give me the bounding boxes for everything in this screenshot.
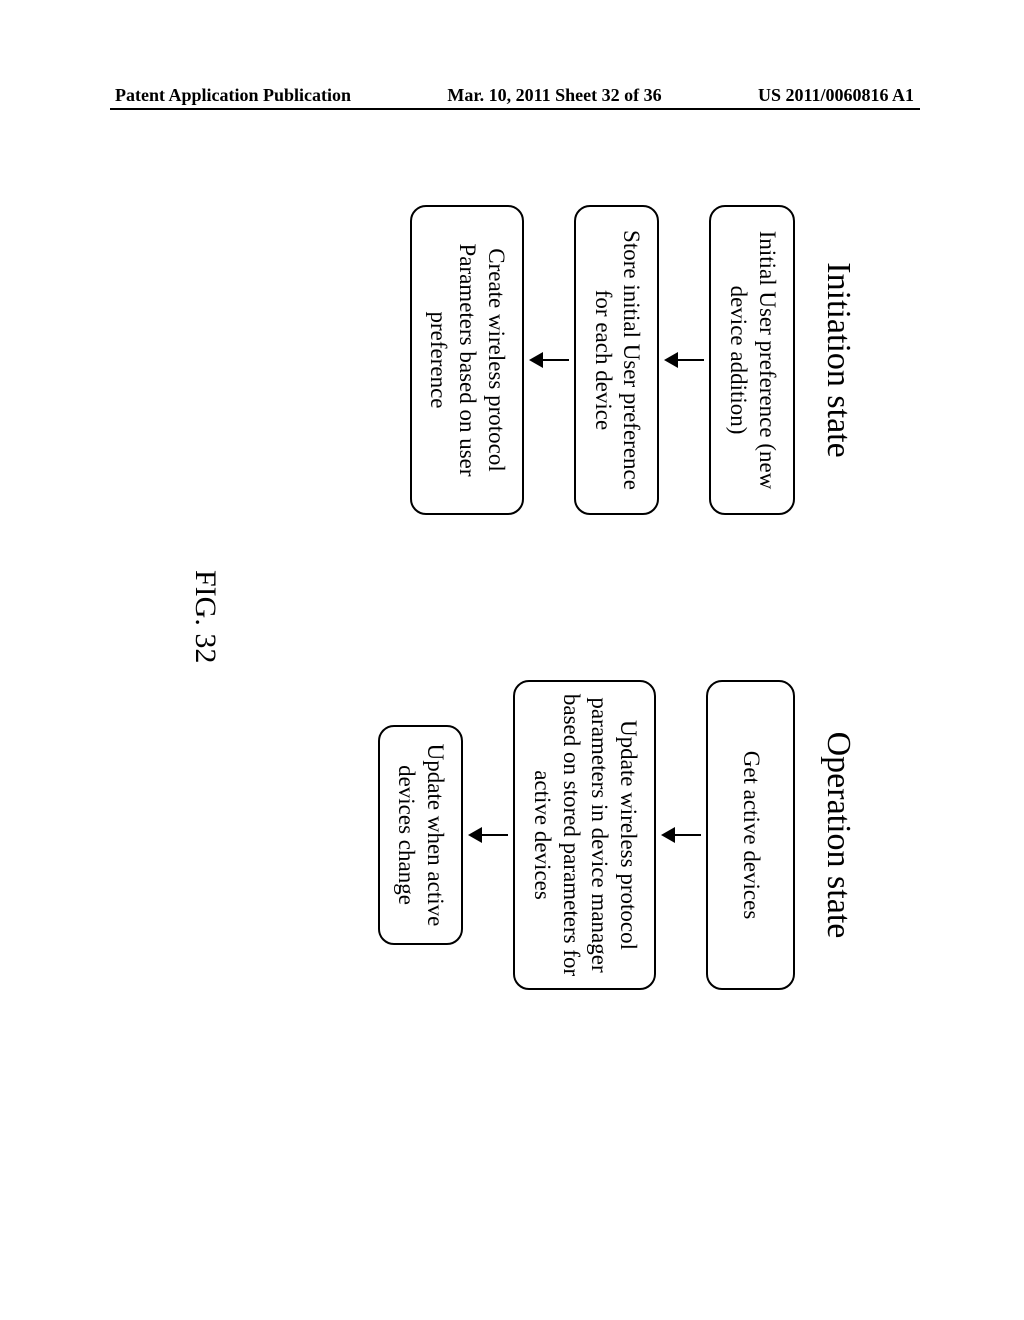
flow-box: Update wireless protocol parameters in d…: [513, 680, 656, 990]
figure-label: FIG. 32: [188, 570, 222, 663]
flow-arrow-icon: [659, 680, 703, 990]
header-right: US 2011/0060816 A1: [758, 85, 914, 106]
flow-arrow-icon: [663, 205, 707, 515]
header-left: Patent Application Publication: [115, 85, 351, 106]
flow-arrow-icon: [466, 680, 510, 990]
flow-box: Store initial User preference for each d…: [574, 205, 660, 515]
operation-state-title: Operation state: [819, 680, 857, 990]
flow-box: Create wireless protocol Parameters base…: [410, 205, 524, 515]
initiation-state-title: Initiation state: [819, 205, 857, 515]
flow-box: Update when active devices change: [378, 725, 464, 945]
flow-arrow-icon: [527, 205, 571, 515]
operation-state-column: Operation state Get active devices Updat…: [378, 680, 857, 990]
flow-box: Initial User preference (new device addi…: [710, 205, 796, 515]
header-center: Mar. 10, 2011 Sheet 32 of 36: [447, 85, 661, 106]
diagram-container: Initiation state Initial User preference…: [122, 110, 902, 1210]
initiation-state-column: Initiation state Initial User preference…: [410, 205, 857, 515]
flow-box: Get active devices: [706, 680, 795, 990]
